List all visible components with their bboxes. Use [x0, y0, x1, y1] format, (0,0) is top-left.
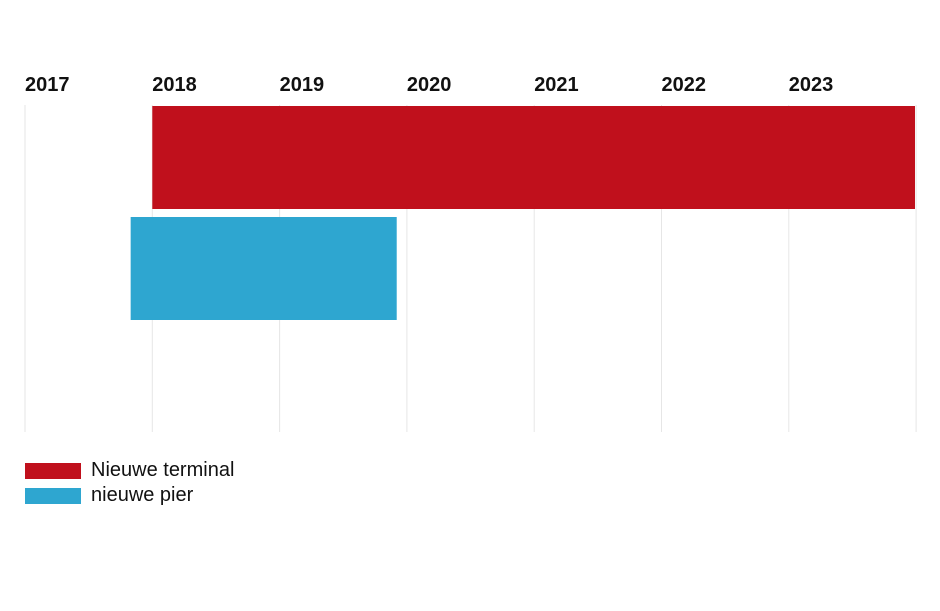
x-tick-label: 2019	[280, 74, 325, 96]
x-tick-label: 2017	[25, 74, 70, 96]
legend-label-pier: nieuwe pier	[91, 484, 194, 506]
x-tick-label: 2023	[789, 74, 834, 96]
bars	[130, 106, 916, 320]
legend-item-pier: nieuwe pier	[25, 483, 234, 508]
legend-label-terminal: Nieuwe terminal	[91, 459, 235, 481]
x-tick-label: 2021	[534, 74, 579, 96]
bar-nieuwe-terminal	[152, 106, 916, 209]
x-axis-ticks: 2017 2018 2019 2020 2021 2022 2023	[25, 74, 833, 96]
x-tick-label: 2020	[407, 74, 452, 96]
x-tick-label: 2018	[152, 74, 197, 96]
legend: Nieuwe terminal nieuwe pier	[25, 458, 234, 508]
legend-swatch-pier	[25, 487, 81, 504]
legend-swatch-terminal	[25, 462, 81, 479]
bar-nieuwe-pier	[130, 217, 397, 320]
x-tick-label: 2022	[662, 74, 707, 96]
legend-item-terminal: Nieuwe terminal	[25, 458, 234, 483]
